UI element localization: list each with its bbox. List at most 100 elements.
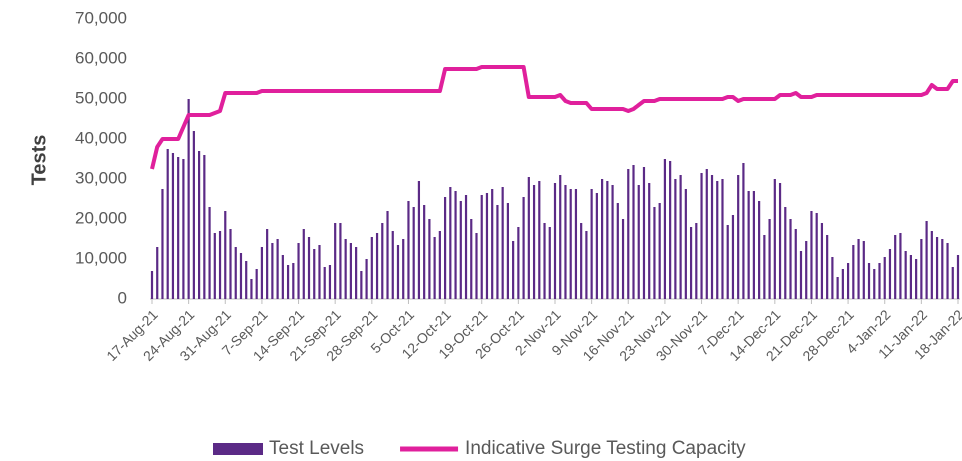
bar [595, 193, 598, 299]
bar [820, 223, 824, 299]
bar [480, 195, 483, 299]
bar [695, 223, 698, 299]
bar [627, 169, 630, 299]
bar [878, 263, 881, 299]
bar [920, 239, 923, 299]
bar [412, 207, 415, 299]
bar [915, 259, 918, 299]
bar [396, 245, 400, 299]
y-tick-label: 0 [118, 288, 127, 307]
bar [218, 231, 222, 299]
bar [381, 223, 384, 299]
bar [642, 167, 646, 299]
bar [370, 237, 373, 299]
bar [475, 233, 478, 299]
bar [653, 207, 656, 299]
y-tick-label: 40,000 [75, 128, 127, 147]
bar [737, 175, 740, 299]
bar [208, 207, 211, 299]
bar [491, 189, 494, 299]
bar [323, 267, 326, 299]
bar [334, 223, 337, 299]
legend-label: Test Levels [269, 438, 364, 459]
bar [873, 269, 876, 299]
bar [648, 183, 651, 299]
bar [747, 191, 750, 299]
bar [538, 181, 541, 299]
bar [496, 205, 499, 299]
bar [213, 233, 216, 299]
bar [375, 233, 379, 299]
bar [674, 179, 677, 299]
bar [925, 221, 928, 299]
bar [344, 239, 347, 299]
bar [590, 189, 593, 299]
bar [428, 219, 431, 299]
bar [459, 201, 462, 299]
bar [438, 231, 441, 299]
bar [548, 227, 551, 299]
bar [710, 175, 714, 299]
bar [883, 257, 886, 299]
bar [899, 233, 902, 299]
bar [867, 263, 871, 299]
bar [171, 153, 175, 299]
bar [580, 223, 583, 299]
bar [470, 219, 473, 299]
bar [569, 189, 572, 299]
bar [611, 185, 614, 299]
bar [203, 155, 206, 299]
bar [669, 161, 672, 299]
bar [234, 247, 237, 299]
bar [527, 177, 530, 299]
y-axis-label: Tests [28, 135, 50, 186]
bar [166, 149, 169, 299]
line [150, 65, 958, 170]
bar [585, 231, 588, 299]
bar [930, 231, 933, 299]
bar [564, 185, 567, 299]
bar [239, 253, 243, 299]
bar [658, 203, 661, 299]
bar [841, 269, 844, 299]
legend-label: Indicative Surge Testing Capacity [465, 438, 746, 459]
bar [339, 223, 342, 299]
bar [423, 205, 426, 299]
bar [266, 229, 269, 299]
bar [182, 159, 185, 299]
bar [637, 185, 640, 299]
bar [192, 131, 195, 299]
bar [433, 237, 436, 299]
y-tick-label: 70,000 [75, 8, 127, 27]
bar [794, 229, 797, 299]
bar [731, 215, 735, 299]
y-tick-label: 50,000 [75, 88, 127, 107]
bar [789, 219, 792, 299]
bar [512, 241, 515, 299]
bar [553, 183, 557, 299]
bar [941, 239, 944, 299]
bar [621, 219, 625, 299]
y-tick-label: 60,000 [75, 48, 127, 67]
y-tick-label: 20,000 [75, 208, 127, 227]
bar [402, 239, 405, 299]
bar [846, 263, 850, 299]
bar [632, 165, 635, 299]
bar [763, 235, 766, 299]
bar [836, 277, 839, 299]
bar [705, 169, 708, 299]
bar [815, 213, 818, 299]
bar [663, 159, 667, 299]
bar [313, 249, 316, 299]
bar [679, 175, 682, 299]
bar [532, 185, 536, 299]
bar [276, 239, 279, 299]
bar [831, 257, 834, 299]
bar [616, 203, 619, 299]
bar [716, 181, 719, 299]
bar [250, 279, 253, 299]
bar [349, 243, 352, 299]
bar [365, 259, 368, 299]
bar [286, 265, 290, 299]
bar [799, 251, 803, 299]
